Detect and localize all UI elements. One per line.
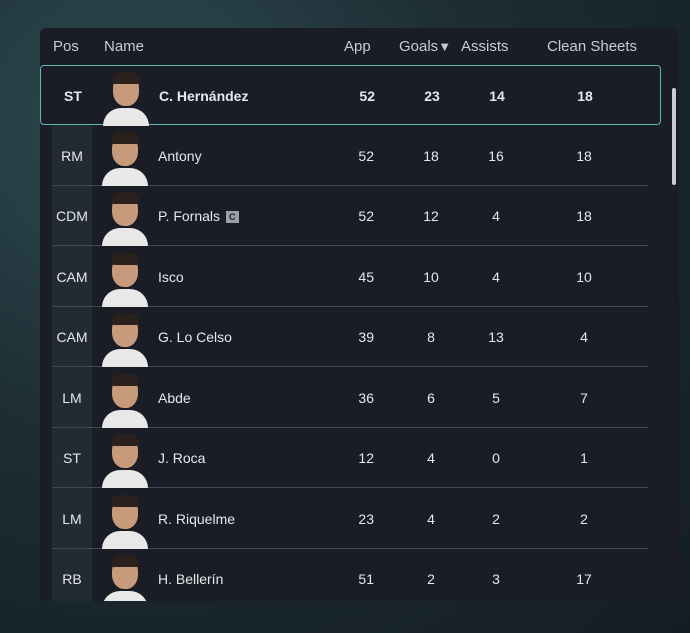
- table-row[interactable]: CAM Isco 45 10 4 10: [52, 247, 648, 307]
- player-photo: [101, 70, 151, 126]
- player-position: RB: [62, 571, 82, 587]
- player-goals: 23: [424, 88, 440, 104]
- scrollbar[interactable]: [672, 88, 676, 185]
- player-position: RM: [61, 147, 83, 164]
- player-name: H. Bellerín: [158, 571, 223, 587]
- player-name: C. Hernández: [159, 88, 248, 104]
- player-name: Antony: [158, 148, 202, 164]
- player-app: 52: [358, 208, 374, 224]
- player-goals: 6: [427, 389, 435, 406]
- player-app: 51: [358, 571, 374, 587]
- player-position: LM: [62, 389, 82, 406]
- table-row[interactable]: LM R. Riquelme 23 4 2 2: [52, 489, 648, 549]
- player-name: R. Riquelme: [158, 511, 235, 527]
- captain-badge: C: [226, 211, 239, 224]
- player-photo: [100, 432, 150, 488]
- player-name: Abde: [158, 390, 191, 406]
- player-name-text: R. Riquelme: [158, 510, 236, 527]
- player-photo: [100, 372, 150, 428]
- player-name-text: C. Hernández: [159, 88, 249, 104]
- header-name[interactable]: Name: [104, 38, 145, 55]
- table-header: Pos Name App Goals▼ Assists Clean Sheets: [40, 28, 679, 65]
- player-photo: [100, 553, 150, 601]
- player-name-text: Abde: [158, 389, 191, 406]
- table-row[interactable]: ST C. Hernández 52 23 14 18: [40, 65, 661, 126]
- player-photo: [100, 190, 150, 246]
- header-app[interactable]: App: [344, 38, 371, 55]
- player-name: P. Fornals C: [158, 208, 239, 224]
- player-assists: 0: [492, 450, 500, 466]
- table-row[interactable]: RB H. Bellerín 51 2 3 17: [52, 549, 648, 601]
- player-goals: 12: [423, 208, 439, 224]
- player-clean-sheets: 1: [580, 450, 588, 466]
- player-assists: 16: [488, 147, 504, 164]
- player-position: CAM: [56, 268, 88, 285]
- player-goals: 18: [423, 147, 439, 164]
- table-row[interactable]: LM Abde 36 6 5 7: [52, 368, 648, 428]
- player-assists: 4: [492, 208, 500, 224]
- player-name: G. Lo Celso: [158, 329, 232, 345]
- player-goals: 2: [427, 571, 435, 587]
- player-name: Isco: [158, 269, 184, 285]
- player-name-text: P. Fornals: [158, 208, 220, 224]
- player-clean-sheets: 17: [576, 571, 592, 587]
- triangle-down-icon: ▼: [438, 39, 452, 54]
- player-assists: 5: [492, 389, 500, 406]
- player-clean-sheets: 18: [577, 88, 593, 104]
- player-goals: 4: [427, 450, 435, 466]
- player-assists: 14: [489, 88, 505, 104]
- player-photo: [100, 493, 150, 549]
- player-name-text: G. Lo Celso: [158, 329, 232, 345]
- header-assists[interactable]: Assists: [461, 38, 509, 55]
- player-assists: 4: [492, 268, 500, 285]
- player-clean-sheets: 2: [580, 510, 588, 527]
- table-row[interactable]: RM Antony 52 18 16 18: [52, 126, 648, 186]
- player-goals: 10: [423, 268, 439, 285]
- player-name-text: Isco: [158, 268, 184, 285]
- player-clean-sheets: 4: [580, 329, 588, 345]
- player-name-text: H. Bellerín: [158, 571, 224, 587]
- player-app: 36: [358, 389, 374, 406]
- player-stats-panel: Pos Name App Goals▼ Assists Clean Sheets…: [40, 28, 679, 601]
- table-row[interactable]: ST J. Roca 12 4 0 1: [52, 428, 648, 488]
- player-clean-sheets: 18: [576, 147, 592, 164]
- table-row[interactable]: CAM G. Lo Celso 39 8 13 4: [52, 307, 648, 367]
- table-row[interactable]: CDM P. Fornals C 52 12 4 18: [52, 186, 648, 246]
- player-position: CDM: [56, 208, 88, 224]
- player-app: 52: [358, 147, 374, 164]
- player-app: 52: [359, 88, 375, 104]
- player-position: LM: [62, 510, 82, 527]
- player-app: 39: [358, 329, 374, 345]
- header-goals-label: Goals: [399, 38, 439, 55]
- player-clean-sheets: 18: [576, 208, 592, 224]
- player-assists: 3: [492, 571, 500, 587]
- player-assists: 2: [492, 510, 500, 527]
- player-name-text: Antony: [158, 147, 202, 164]
- player-photo: [100, 251, 150, 307]
- player-app: 12: [358, 450, 374, 466]
- player-assists: 13: [488, 329, 504, 345]
- player-name-text: J. Roca: [158, 450, 206, 466]
- player-position: CAM: [56, 329, 88, 345]
- player-photo: [100, 130, 150, 186]
- player-goals: 8: [427, 329, 435, 345]
- header-goals[interactable]: Goals▼: [399, 38, 451, 55]
- player-clean-sheets: 7: [580, 389, 588, 406]
- player-clean-sheets: 10: [576, 268, 592, 285]
- header-pos[interactable]: Pos: [53, 38, 79, 55]
- player-app: 45: [358, 268, 374, 285]
- player-position: ST: [63, 450, 81, 466]
- pos-column-bg: [52, 65, 92, 601]
- player-goals: 4: [427, 510, 435, 527]
- header-clean-sheets[interactable]: Clean Sheets: [547, 38, 638, 55]
- player-photo: [100, 311, 150, 367]
- player-position: ST: [64, 88, 82, 104]
- player-app: 23: [358, 510, 374, 527]
- player-name: J. Roca: [158, 450, 205, 466]
